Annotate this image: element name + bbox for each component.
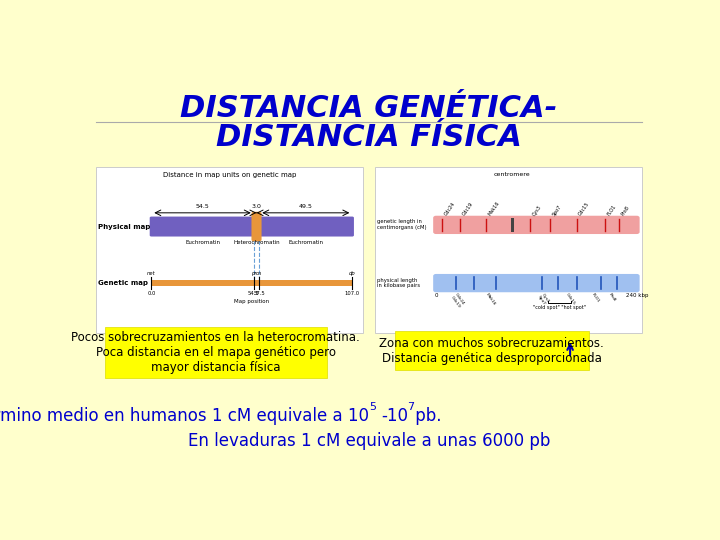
- FancyBboxPatch shape: [150, 217, 256, 237]
- Text: physical length
in kilobase pairs: physical length in kilobase pairs: [377, 278, 420, 288]
- Text: Zona con muchos sobrecruzamientos.
Distancia genética desproporcionada: Zona con muchos sobrecruzamientos. Dista…: [379, 336, 604, 365]
- Text: En levaduras 1 cM equivale a unas 6000 pb: En levaduras 1 cM equivale a unas 6000 p…: [188, 432, 550, 450]
- Text: Cys3: Cys3: [531, 204, 542, 217]
- Text: 3.0: 3.0: [251, 205, 261, 210]
- Text: net: net: [147, 272, 156, 276]
- Text: FLO1: FLO1: [591, 292, 600, 303]
- FancyBboxPatch shape: [374, 167, 642, 333]
- Text: 240 kbp: 240 kbp: [626, 293, 648, 298]
- FancyBboxPatch shape: [433, 274, 639, 292]
- Text: cn: cn: [256, 272, 263, 276]
- Text: Map position: Map position: [234, 299, 269, 304]
- Text: pr: pr: [251, 272, 256, 276]
- FancyBboxPatch shape: [96, 167, 364, 333]
- Text: genetic length in
centimorgans (cM): genetic length in centimorgans (cM): [377, 219, 427, 230]
- Text: 0: 0: [434, 293, 438, 298]
- Text: Pro8: Pro8: [620, 205, 630, 217]
- Text: FLO1: FLO1: [606, 204, 617, 217]
- Text: "cold spot" "hot spot": "cold spot" "hot spot": [533, 305, 586, 310]
- Text: Cys3
Spo7: Cys3 Spo7: [537, 292, 551, 306]
- Text: 0.0: 0.0: [147, 292, 156, 296]
- Text: Cdc19: Cdc19: [462, 201, 474, 217]
- Text: DISTANCIA FÍSICA: DISTANCIA FÍSICA: [216, 123, 522, 152]
- Text: centromere: centromere: [494, 172, 531, 177]
- Text: Distance in map units on genetic map: Distance in map units on genetic map: [163, 172, 296, 178]
- FancyBboxPatch shape: [251, 212, 261, 241]
- FancyBboxPatch shape: [151, 280, 352, 286]
- FancyBboxPatch shape: [104, 327, 327, 379]
- Text: Euchromatin: Euchromatin: [288, 240, 323, 245]
- Text: Pocos sobrecruzamientos en la heterocromatina.
Poca distancia en el mapa genétic: Pocos sobrecruzamientos en la heterocrom…: [71, 331, 360, 374]
- Text: Heterochromatin: Heterochromatin: [233, 240, 280, 245]
- Text: 54.5: 54.5: [248, 292, 260, 296]
- Text: Euchromatin: Euchromatin: [185, 240, 220, 245]
- Text: dp: dp: [349, 272, 356, 276]
- Text: Genetic map: Genetic map: [99, 280, 148, 286]
- Text: Cdc24: Cdc24: [443, 201, 456, 217]
- Text: 7: 7: [407, 402, 414, 412]
- FancyBboxPatch shape: [258, 217, 354, 237]
- Text: DISTANCIA GENÉTICA-: DISTANCIA GENÉTICA-: [181, 94, 557, 123]
- Text: Cdc24
Cdc19: Cdc24 Cdc19: [450, 292, 465, 308]
- Text: 57.5: 57.5: [253, 292, 265, 296]
- Text: -10: -10: [382, 407, 408, 425]
- FancyBboxPatch shape: [510, 218, 514, 232]
- Text: Mak16: Mak16: [487, 200, 501, 217]
- Text: Spo7: Spo7: [552, 204, 563, 217]
- Text: Mak16: Mak16: [485, 292, 496, 306]
- Text: pb.: pb.: [410, 407, 442, 425]
- Text: 49.5: 49.5: [299, 205, 312, 210]
- Text: Cdc15: Cdc15: [577, 201, 590, 217]
- Text: Pro8: Pro8: [608, 292, 617, 302]
- Text: 54.5: 54.5: [196, 205, 210, 210]
- FancyBboxPatch shape: [395, 332, 589, 370]
- Text: Physical map: Physical map: [99, 224, 150, 230]
- Text: Por término medio en humanos 1 cM equivale a 10: Por término medio en humanos 1 cM equiva…: [0, 407, 369, 426]
- FancyBboxPatch shape: [433, 216, 639, 234]
- Text: Cdc15: Cdc15: [565, 292, 577, 306]
- Text: 107.0: 107.0: [345, 292, 360, 296]
- Text: 5: 5: [369, 402, 377, 412]
